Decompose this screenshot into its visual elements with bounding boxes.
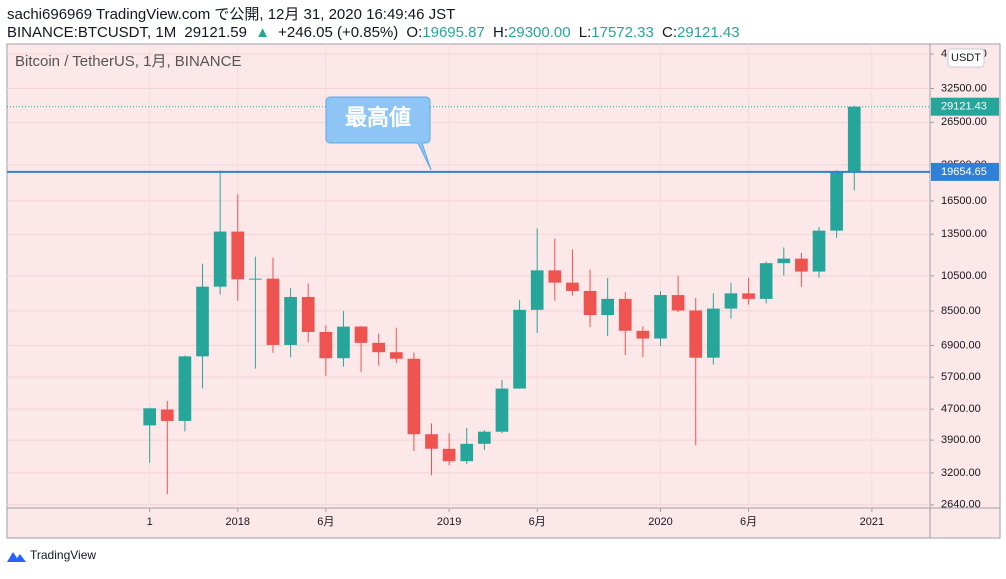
candle-body (707, 308, 720, 358)
currency-badge (947, 48, 985, 68)
chart-legend: Bitcoin / TetherUS, 1月, BINANCE (15, 53, 241, 70)
candle-body (442, 448, 456, 462)
footer-text: TradingView (30, 548, 96, 562)
candle-body (742, 293, 755, 299)
l-value: 17572.33 (591, 24, 654, 41)
o-value: 19695.87 (422, 24, 485, 41)
last-price-label: 29121.43 (941, 101, 987, 113)
x-tick-label: 2019 (437, 516, 461, 528)
candle-body (513, 309, 526, 389)
y-tick-label: 8500.00 (941, 305, 981, 317)
y-tick-label: 26500.00 (941, 116, 987, 128)
y-tick-label: 10500.00 (941, 270, 987, 282)
h-label: H: (493, 24, 508, 41)
candle-body (654, 295, 667, 339)
candle-body (759, 263, 773, 299)
up-arrow: ▲ (255, 24, 270, 41)
y-tick-label: 32500.00 (941, 82, 987, 94)
candle-body (566, 282, 579, 291)
candle-body (478, 431, 491, 444)
last-price-badge (931, 97, 999, 116)
candle-body (548, 270, 562, 283)
candle-body (795, 258, 808, 272)
y-tick-label: 4700.00 (941, 403, 981, 415)
candle-body (249, 278, 262, 280)
y-tick-label: 3200.00 (941, 467, 981, 479)
quote-line: BINANCE:BTCUSDT, 1M 29121.59 ▲ +246.05 (… (7, 24, 740, 41)
candle-body (266, 278, 280, 345)
candle-body (407, 358, 421, 435)
c-label: C: (662, 24, 677, 41)
x-tick-label: 1 (147, 516, 153, 528)
footer-logo: TradingView (7, 548, 96, 562)
candle-body (601, 298, 614, 316)
candle-body (618, 298, 632, 331)
callout (325, 96, 432, 171)
candle-body (213, 231, 227, 287)
candle-body (495, 388, 509, 432)
y-tick-label: 6900.00 (941, 339, 981, 351)
candle-body (530, 270, 544, 310)
candle-body (724, 293, 738, 309)
plot: 2640.00 3200.00 3900.00 4700.00 5700.00 6900.… (7, 44, 987, 528)
candle-body (284, 296, 297, 345)
h-value: 29300.00 (508, 24, 571, 41)
candle-body (337, 326, 350, 359)
hline-badge (931, 162, 999, 181)
candle-body (196, 286, 209, 357)
currency-label: USDT (951, 52, 981, 64)
hline-label: 19654.65 (941, 166, 987, 178)
candle-body (178, 356, 192, 421)
symbol: BINANCE:BTCUSDT, 1M (7, 24, 176, 41)
x-tick-label: 6月 (740, 516, 757, 528)
o-label: O: (406, 24, 422, 41)
candle-body (389, 352, 403, 359)
candle-body (847, 106, 861, 172)
y-tick-label: 13500.00 (941, 228, 987, 240)
x-tick-label: 2021 (860, 516, 884, 528)
candle-body (830, 171, 843, 231)
chart-bg (6, 43, 1001, 539)
last-price: 29121.59 (184, 24, 247, 41)
candle-body (812, 230, 826, 272)
publish-info: sachi696969 TradingView.com で公開, 12月 31,… (7, 6, 455, 23)
candle-body (636, 330, 650, 339)
candle-body (583, 290, 597, 316)
candle-body (671, 295, 685, 311)
x-tick-label: 6月 (317, 516, 334, 528)
candle-body (460, 443, 474, 462)
candle-body (689, 310, 703, 358)
candle-body (354, 326, 368, 343)
x-tick-label: 2018 (226, 516, 250, 528)
change: +246.05 (+0.85%) (278, 24, 398, 41)
l-label: L: (579, 24, 592, 41)
c-value: 29121.43 (677, 24, 740, 41)
x-tick-label: 2020 (648, 516, 672, 528)
y-tick-label: 2640.00 (941, 499, 981, 511)
candle-body (372, 342, 386, 353)
x-tick-label: 6月 (529, 516, 546, 528)
candle-body (143, 408, 157, 426)
candle-body (425, 434, 438, 449)
y-tick-label: 16500.00 (941, 195, 987, 207)
logo-icon (7, 552, 26, 562)
y-tick-label: 5700.00 (941, 371, 981, 383)
candle-body (301, 296, 315, 333)
y-tick-label: 3900.00 (941, 434, 981, 446)
candle-body (231, 231, 245, 280)
candle-body (777, 258, 791, 264)
candle-body (319, 332, 333, 359)
annotation: 最高値 (345, 105, 411, 130)
candle-body (160, 409, 174, 421)
